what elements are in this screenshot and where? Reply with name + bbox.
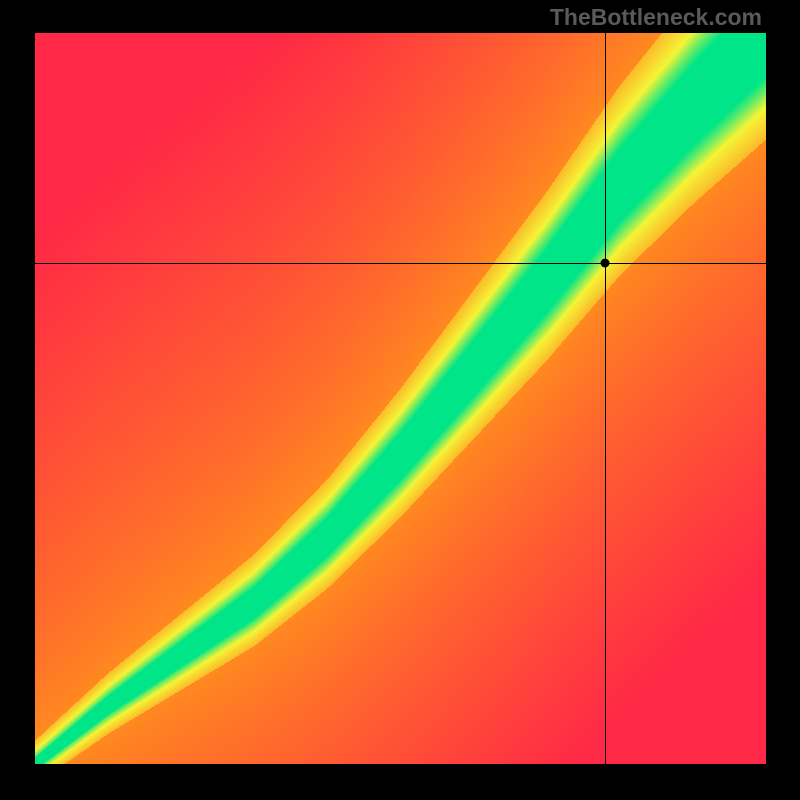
watermark-text: TheBottleneck.com (550, 4, 762, 31)
bottleneck-heatmap (35, 33, 766, 764)
crosshair-marker (601, 259, 610, 268)
chart-container: TheBottleneck.com (0, 0, 800, 800)
crosshair-horizontal (35, 263, 766, 264)
crosshair-vertical (605, 33, 606, 764)
